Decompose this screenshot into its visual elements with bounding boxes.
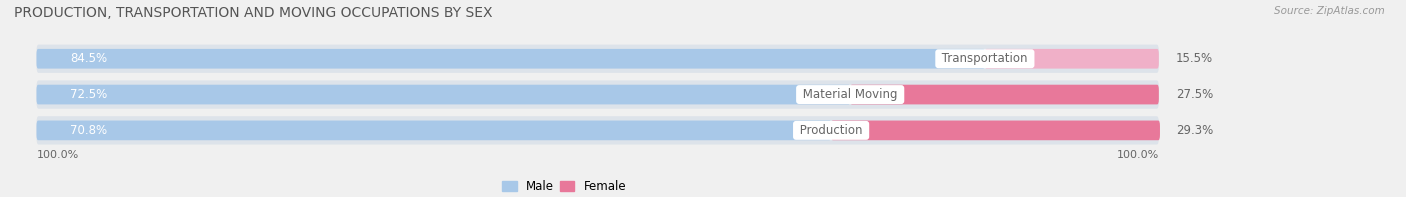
Text: Transportation: Transportation <box>938 52 1032 65</box>
FancyBboxPatch shape <box>37 80 1159 109</box>
Text: Material Moving: Material Moving <box>799 88 901 101</box>
FancyBboxPatch shape <box>37 85 851 104</box>
Text: Source: ZipAtlas.com: Source: ZipAtlas.com <box>1274 6 1385 16</box>
Text: PRODUCTION, TRANSPORTATION AND MOVING OCCUPATIONS BY SEX: PRODUCTION, TRANSPORTATION AND MOVING OC… <box>14 6 492 20</box>
Text: 72.5%: 72.5% <box>70 88 107 101</box>
FancyBboxPatch shape <box>37 116 1159 145</box>
Text: 70.8%: 70.8% <box>70 124 107 137</box>
Text: Production: Production <box>796 124 866 137</box>
Text: 29.3%: 29.3% <box>1175 124 1213 137</box>
FancyBboxPatch shape <box>984 49 1159 69</box>
FancyBboxPatch shape <box>37 121 831 140</box>
Text: 100.0%: 100.0% <box>1116 151 1159 160</box>
Text: 15.5%: 15.5% <box>1175 52 1213 65</box>
Text: 100.0%: 100.0% <box>37 151 79 160</box>
Legend: Male, Female: Male, Female <box>498 175 631 197</box>
Text: 84.5%: 84.5% <box>70 52 107 65</box>
FancyBboxPatch shape <box>831 121 1160 140</box>
FancyBboxPatch shape <box>851 85 1159 104</box>
Text: 27.5%: 27.5% <box>1175 88 1213 101</box>
FancyBboxPatch shape <box>37 45 1159 73</box>
FancyBboxPatch shape <box>37 49 984 69</box>
